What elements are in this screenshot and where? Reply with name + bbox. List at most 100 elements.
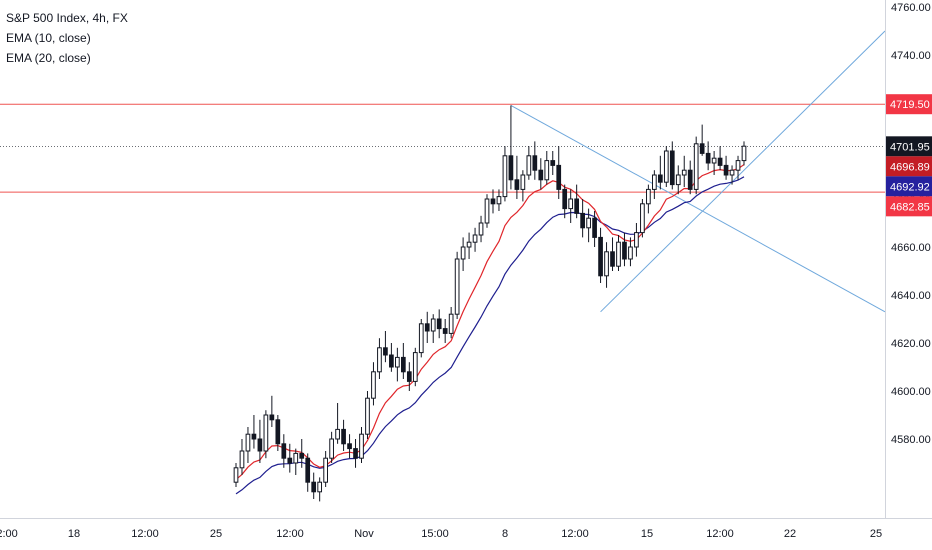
candle-body (550, 160, 556, 166)
candle-body (317, 481, 323, 493)
price-tick-label: 4600.00 (891, 386, 931, 398)
candle-body (371, 371, 376, 399)
candle-body (424, 323, 430, 332)
candle-body (365, 397, 370, 435)
ema-layer (235, 164, 745, 495)
candle-body (669, 150, 675, 186)
candle-body (514, 179, 520, 190)
candle-body (239, 450, 245, 469)
price-badges: 4719.50 4701.95 4696.89 4692.92 4682.85 (886, 94, 932, 217)
candle-body (305, 457, 311, 483)
candle-body (640, 203, 645, 234)
price-tick-label: 4580.00 (891, 434, 931, 446)
legend-ema20[interactable]: EMA (20, close) (6, 51, 91, 65)
candle-body (568, 198, 574, 210)
badge-ema20-bg (886, 176, 932, 197)
candle-body (502, 155, 508, 198)
candle-body (412, 352, 418, 382)
candle-body (705, 152, 711, 164)
candle-body (233, 467, 239, 483)
price-tick-label: 4740.00 (891, 50, 931, 62)
badge-hline-top-label: 4719.50 (890, 99, 930, 111)
time-tick-label: 25 (870, 528, 882, 540)
candle-body (484, 198, 490, 224)
candle-body (287, 457, 293, 464)
candle-body (436, 318, 442, 330)
time-tick-label: 12:00 (131, 528, 159, 540)
candle-body (532, 155, 538, 171)
candle-body (598, 236, 603, 277)
candle-body (729, 169, 735, 176)
trendline-rising (600, 30, 886, 313)
ema10-line (235, 164, 745, 481)
candle-body (454, 258, 460, 315)
time-tick-label: 25 (210, 528, 222, 540)
time-tick-label: 12:00 (706, 528, 734, 540)
price-axis[interactable]: 4760.004740.004720.004700.004680.004660.… (891, 2, 931, 446)
candle-body (353, 448, 358, 459)
candle-body (544, 160, 550, 181)
candle-body (418, 323, 424, 354)
time-tick-label: 8 (502, 528, 508, 540)
candle-body (406, 371, 412, 382)
candle-body (293, 452, 299, 464)
candle-body (586, 217, 591, 229)
badge-ema10-bg (886, 156, 932, 177)
legend-title[interactable]: S&P 500 Index, 4h, FX (6, 11, 128, 25)
candle-body (490, 198, 496, 205)
candle-body (741, 145, 747, 162)
candle-body (687, 169, 693, 190)
candle-body (616, 241, 621, 267)
candle-body (717, 157, 723, 166)
candle-body (604, 251, 609, 277)
badge-last-price-label: 4701.95 (890, 141, 930, 153)
candle-body (377, 347, 382, 373)
candle-body (341, 428, 346, 445)
horizontal-lines-layer (0, 103, 885, 193)
candle-body (634, 232, 639, 248)
time-tick-label: 12:00 (561, 528, 589, 540)
candle-body (275, 419, 281, 445)
time-tick-label: 12:00 (276, 528, 304, 540)
candle-body (496, 196, 502, 205)
candle-body (556, 164, 562, 190)
price-tick-label: 4660.00 (891, 242, 931, 254)
candle-body (395, 356, 400, 368)
candle-body (646, 188, 651, 205)
candle-body (574, 198, 580, 214)
badge-hline-bottom-label: 4682.85 (890, 201, 930, 213)
time-tick-label: 15 (641, 528, 653, 540)
candle-body (263, 414, 269, 452)
ema20-line (235, 176, 745, 495)
candle-body (448, 313, 454, 334)
candle-body (251, 433, 257, 440)
candle-body (323, 457, 328, 483)
candle-body (281, 443, 287, 459)
candle-body (466, 241, 472, 248)
badge-ema10-label: 4696.89 (890, 161, 930, 173)
candle-body (460, 246, 466, 260)
badge-last-price-bg (886, 136, 932, 157)
candle-body (520, 174, 526, 190)
candle-body (538, 169, 544, 181)
candle-body (245, 433, 251, 452)
candle-body (693, 143, 699, 190)
candle-body (299, 452, 305, 459)
candle-body (735, 160, 741, 171)
candle-body (562, 188, 568, 210)
candle-body (652, 174, 657, 190)
candle-body (478, 222, 484, 236)
candle-body (675, 174, 681, 186)
legend-ema10[interactable]: EMA (10, close) (6, 31, 91, 45)
candle-body (580, 212, 585, 229)
candle-body (628, 246, 633, 260)
time-tick-label: 12:00 (0, 528, 18, 540)
candle-body (329, 438, 334, 459)
time-axis[interactable]: 12:00 18 12:00 25 12:00 Nov 15:00 8 12:00 15 12:00… (0, 528, 882, 540)
candle-body (359, 433, 364, 459)
badge-hline-top-bg (886, 94, 932, 115)
candle-body (269, 414, 275, 421)
candle-body (622, 241, 627, 260)
candle-body (430, 318, 436, 332)
